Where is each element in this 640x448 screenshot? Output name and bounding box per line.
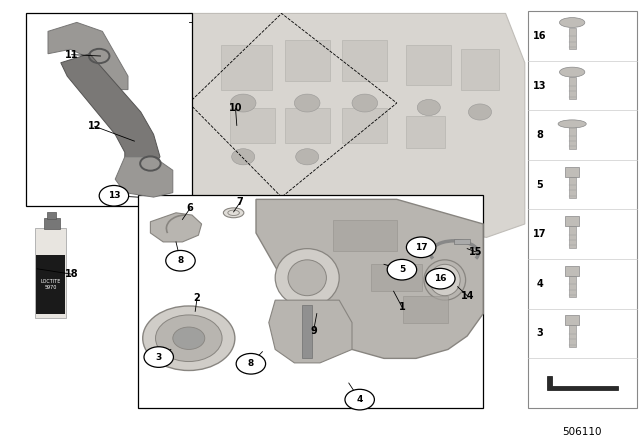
Bar	[230, 108, 275, 143]
Text: 16: 16	[532, 31, 547, 41]
Bar	[569, 127, 576, 149]
Circle shape	[406, 237, 436, 258]
Text: 8: 8	[248, 359, 254, 368]
Polygon shape	[61, 54, 160, 166]
Ellipse shape	[288, 260, 326, 296]
Text: 3: 3	[156, 353, 162, 362]
Text: 5: 5	[399, 265, 405, 274]
Bar	[565, 266, 579, 276]
Bar	[569, 177, 576, 198]
Bar	[565, 167, 579, 177]
Circle shape	[173, 327, 205, 349]
Circle shape	[468, 104, 492, 120]
Circle shape	[143, 306, 235, 370]
Text: 506110: 506110	[563, 427, 602, 437]
Circle shape	[294, 94, 320, 112]
Ellipse shape	[559, 67, 585, 77]
Text: 1: 1	[399, 302, 405, 312]
Circle shape	[236, 353, 266, 374]
Bar	[565, 315, 579, 325]
Text: 13: 13	[108, 191, 120, 200]
Bar	[406, 45, 451, 85]
Bar	[47, 212, 56, 219]
Polygon shape	[256, 199, 483, 358]
Circle shape	[296, 149, 319, 165]
Ellipse shape	[223, 208, 244, 218]
Polygon shape	[189, 13, 525, 237]
Bar	[35, 228, 66, 318]
Text: 12: 12	[88, 121, 102, 131]
Text: 4: 4	[536, 279, 543, 289]
Text: 13: 13	[532, 81, 547, 90]
Bar	[569, 28, 576, 49]
Bar	[528, 11, 637, 408]
Text: 17: 17	[532, 229, 547, 239]
Ellipse shape	[429, 264, 460, 296]
Bar	[565, 216, 579, 226]
Circle shape	[417, 99, 440, 116]
Text: 9: 9	[310, 326, 317, 336]
Text: 8: 8	[177, 256, 184, 265]
Text: 5: 5	[536, 180, 543, 190]
Text: 2: 2	[194, 293, 200, 303]
Bar	[44, 218, 60, 229]
Bar	[569, 78, 576, 99]
Ellipse shape	[559, 17, 585, 27]
Circle shape	[156, 315, 222, 362]
Polygon shape	[269, 300, 352, 363]
Text: 10: 10	[228, 103, 243, 113]
Bar	[285, 108, 330, 143]
Bar	[138, 195, 483, 408]
Bar	[342, 108, 387, 143]
Bar	[406, 116, 445, 148]
Text: 7: 7	[237, 198, 243, 207]
Text: 11: 11	[65, 50, 79, 60]
Text: 18: 18	[65, 269, 79, 279]
Circle shape	[232, 149, 255, 165]
Bar	[569, 276, 576, 297]
Circle shape	[345, 389, 374, 410]
Bar	[26, 13, 192, 206]
Polygon shape	[150, 213, 202, 242]
Bar	[285, 40, 330, 81]
Bar	[371, 264, 422, 291]
Text: 8: 8	[536, 130, 543, 140]
Bar	[569, 325, 576, 347]
Circle shape	[230, 94, 256, 112]
Polygon shape	[115, 157, 173, 197]
Ellipse shape	[558, 120, 586, 128]
Ellipse shape	[275, 249, 339, 307]
Circle shape	[144, 347, 173, 367]
Bar	[333, 220, 397, 251]
Bar	[302, 305, 312, 358]
Bar	[342, 40, 387, 81]
Bar	[36, 255, 65, 314]
Circle shape	[99, 185, 129, 206]
Bar	[454, 239, 470, 244]
Polygon shape	[48, 22, 128, 90]
Text: 14: 14	[460, 291, 474, 301]
Text: 3: 3	[536, 328, 543, 338]
Text: 17: 17	[415, 243, 428, 252]
Text: LOCTITE
5970: LOCTITE 5970	[40, 279, 61, 290]
Circle shape	[387, 259, 417, 280]
Bar	[569, 226, 576, 248]
Circle shape	[426, 268, 455, 289]
Text: 15: 15	[468, 247, 483, 257]
Bar	[461, 49, 499, 90]
Bar	[221, 45, 272, 90]
Circle shape	[166, 250, 195, 271]
Polygon shape	[547, 376, 618, 390]
Text: 6: 6	[187, 203, 193, 213]
Text: 16: 16	[434, 274, 447, 283]
Bar	[403, 296, 448, 323]
Circle shape	[352, 94, 378, 112]
Text: 4: 4	[356, 395, 363, 404]
Ellipse shape	[424, 260, 466, 300]
